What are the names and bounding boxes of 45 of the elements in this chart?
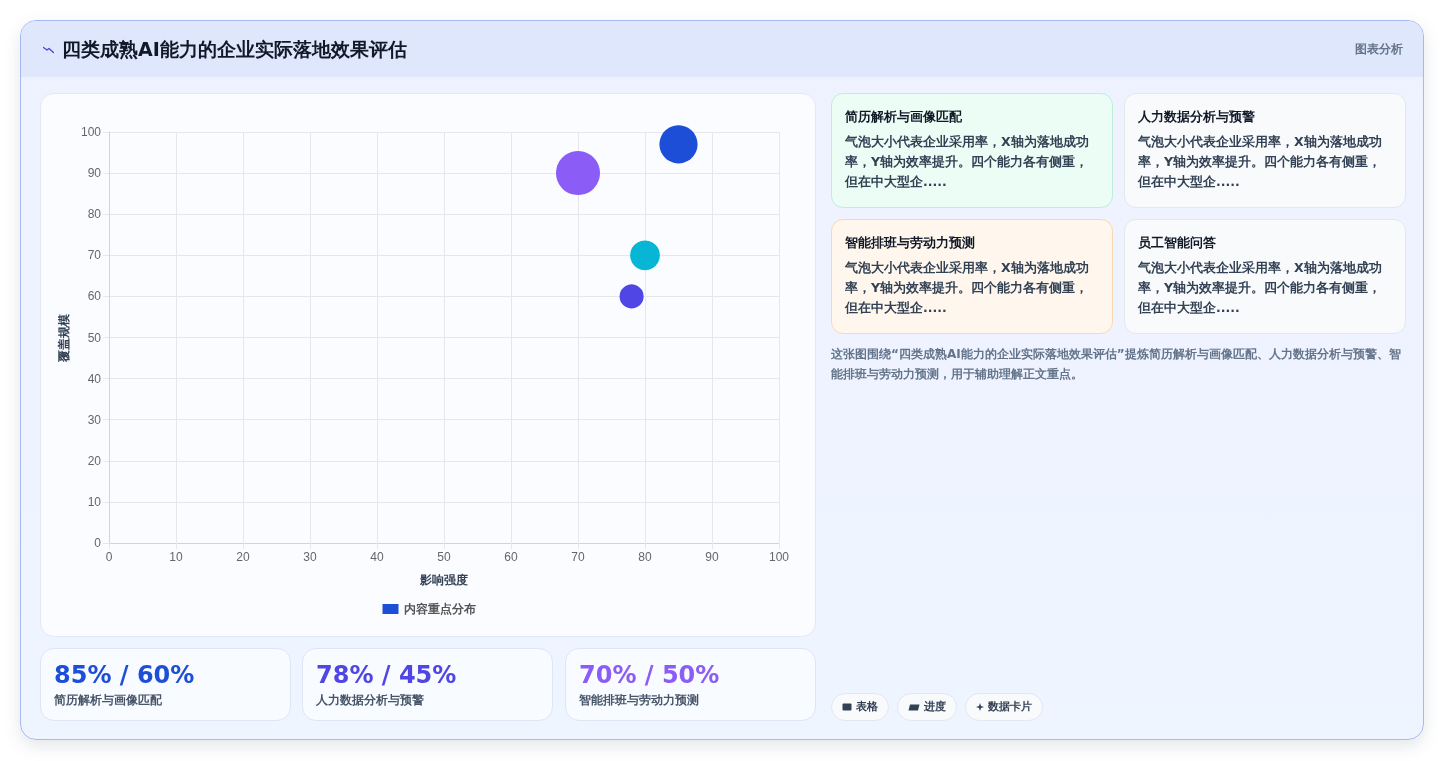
- text: 78% / 45%: [316, 660, 458, 691]
- x-tick-label: 100: [768, 550, 790, 564]
- y-tick-label: 70: [87, 248, 102, 263]
- text: 气泡大小代表企业采用率，X轴为落地成功率，Y轴为效率提升。四个能力各有侧重，但在中大型企.....: [1138, 259, 1383, 317]
- text: 简历解析与画像匹配: [845, 108, 963, 126]
- legend-label: 内容重点分布: [403, 602, 476, 616]
- text: 表格: [856, 699, 878, 715]
- text: 气泡大小代表企业采用率，X轴为落地成功率，Y轴为效率提升。四个能力各有侧重，但在中大型企.....: [845, 133, 1090, 191]
- text: 员工智能问答: [1138, 234, 1217, 252]
- text: 人力数据分析与预警: [316, 692, 425, 709]
- y-tick-label: 60: [87, 289, 102, 304]
- chart-title: 四类成熟AI能力的企业实际落地效果评估: [62, 37, 407, 62]
- text: 85% / 60%: [54, 660, 196, 691]
- y-tick-label: 0: [94, 536, 102, 550]
- y-tick-label: 10: [87, 494, 102, 509]
- x-tick-label: 80: [638, 550, 652, 564]
- text: 70% / 50%: [579, 660, 721, 691]
- x-tick-label: 30: [303, 550, 317, 564]
- x-axis-title: 影响强度: [419, 573, 468, 587]
- y-tick-label: 40: [87, 371, 102, 386]
- text: 简历解析与画像匹配: [54, 692, 163, 709]
- text: 人力数据分析与预警: [1138, 108, 1256, 126]
- x-tick-label: 0: [105, 550, 113, 564]
- text: 智能排班与劳动力预测: [845, 234, 976, 252]
- y-tick-label: 80: [87, 207, 102, 222]
- x-tick-label: 20: [236, 550, 250, 564]
- x-tick-label: 10: [169, 550, 183, 564]
- text: 进度: [924, 699, 946, 715]
- text: 气泡大小代表企业采用率，X轴为落地成功率，Y轴为效率提升。四个能力各有侧重，但在中大型企.....: [845, 259, 1090, 317]
- text: 数据卡片: [988, 699, 1032, 715]
- x-tick-label: 50: [437, 550, 451, 564]
- y-tick-label: 90: [87, 166, 102, 181]
- text: 智能排班与劳动力预测: [579, 692, 700, 709]
- y-tick-label: 50: [87, 330, 102, 345]
- text: 这张图围绕“四类成熟AI能力的企业实际落地效果评估”提炼简历解析与画像匹配、人力数据分析与预警、智能排班与劳动力预测，用于辅助理解正文重点。: [831, 346, 1402, 383]
- y-axis-title: 覆盖规模: [57, 313, 72, 363]
- x-tick-label: 90: [705, 550, 719, 564]
- x-tick-label: 40: [370, 550, 384, 564]
- text: 图表分析: [1355, 41, 1403, 58]
- y-tick-label: 100: [80, 125, 102, 139]
- x-tick-label: 70: [571, 550, 585, 564]
- x-tick-label: 60: [504, 550, 518, 564]
- y-tick-label: 30: [87, 412, 102, 427]
- text: 气泡大小代表企业采用率，X轴为落地成功率，Y轴为效率提升。四个能力各有侧重，但在中大型企.....: [1138, 133, 1383, 191]
- y-tick-label: 20: [87, 453, 102, 468]
